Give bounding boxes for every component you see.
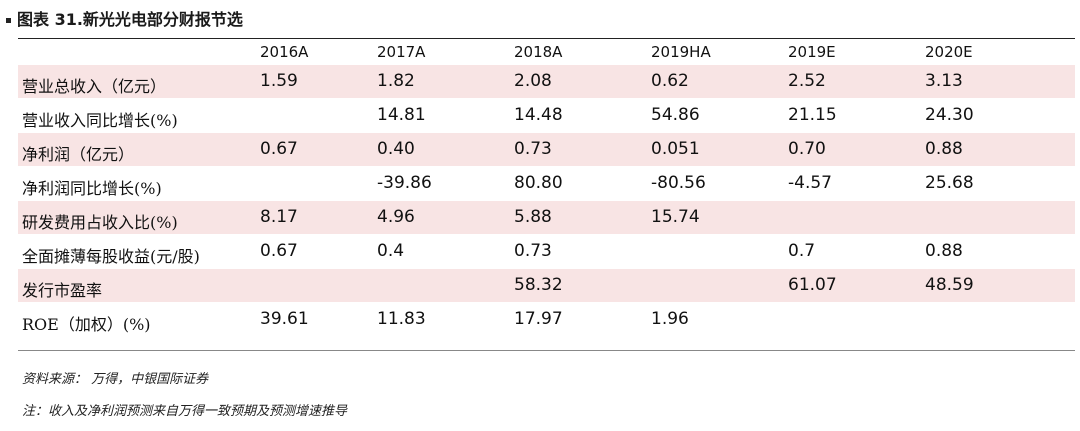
cell: 61.07	[788, 275, 837, 295]
cell: 0.88	[925, 241, 963, 261]
table-row: 发行市盈率 58.32 61.07 48.59	[18, 269, 1075, 302]
row-label: 营业收入同比增长(%)	[22, 111, 178, 130]
cell: 15.74	[651, 207, 700, 227]
column-header: 2019E	[788, 43, 836, 61]
cell: -39.86	[377, 173, 432, 193]
top-rule	[18, 38, 1075, 39]
cell: 80.80	[514, 173, 563, 193]
cell: 39.61	[260, 309, 309, 329]
row-label: 发行市盈率	[22, 281, 103, 300]
cell: 1.82	[377, 71, 415, 91]
cell: 8.17	[260, 207, 298, 227]
row-label: 净利润同比增长(%)	[22, 179, 162, 198]
cell: 0.73	[514, 139, 552, 159]
cell: 0.4	[377, 241, 405, 261]
cell: 14.81	[377, 105, 426, 125]
cell: 25.68	[925, 173, 974, 193]
cell: 0.40	[377, 139, 415, 159]
source: 资料来源： 万得，中银国际证券	[22, 372, 209, 387]
column-header: 2017A	[377, 43, 426, 61]
cell: 14.48	[514, 105, 563, 125]
row-label: 研发费用占收入比(%)	[22, 213, 178, 232]
cell: -80.56	[651, 173, 706, 193]
table-row: 净利润同比增长(%) -39.86 80.80 -80.56 -4.57 25.68	[18, 167, 1075, 200]
row-label: 净利润（亿元）	[22, 145, 135, 164]
cell: -4.57	[788, 173, 832, 193]
cell: 1.59	[260, 71, 298, 91]
cell: 58.32	[514, 275, 563, 295]
cell: 0.7	[788, 241, 816, 261]
table-row: ROE（加权）(%) 39.61 11.83 17.97 1.96	[18, 303, 1075, 336]
row-label: ROE（加权）(%)	[22, 315, 151, 334]
cell: 24.30	[925, 105, 974, 125]
bottom-rule	[18, 350, 1075, 351]
cell: 0.73	[514, 241, 552, 261]
table-row: 全面摊薄每股收益(元/股) 0.67 0.4 0.73 0.7 0.88	[18, 235, 1075, 268]
table-row: 研发费用占收入比(%) 8.17 4.96 5.88 15.74	[18, 201, 1075, 234]
cell: 21.15	[788, 105, 837, 125]
column-header: 2016A	[260, 43, 309, 61]
title: 图表 31.新光光电部分财报节选	[6, 6, 243, 30]
cell: 48.59	[925, 275, 974, 295]
cell: 0.62	[651, 71, 689, 91]
table-row: 净利润（亿元） 0.67 0.40 0.73 0.051 0.70 0.88	[18, 133, 1075, 166]
cell: 0.051	[651, 139, 700, 159]
cell: 11.83	[377, 309, 426, 329]
cell: 1.96	[651, 309, 689, 329]
cell: 54.86	[651, 105, 700, 125]
column-header: 2020E	[925, 43, 973, 61]
cell: 0.88	[925, 139, 963, 159]
cell: 2.08	[514, 71, 552, 91]
table-row: 营业总收入（亿元） 1.59 1.82 2.08 0.62 2.52 3.13	[18, 65, 1075, 98]
note: 注：收入及净利润预测来自万得一致预期及预测增速推导	[22, 404, 348, 419]
row-label: 全面摊薄每股收益(元/股)	[22, 247, 200, 266]
row-label: 营业总收入（亿元）	[22, 77, 167, 96]
cell: 2.52	[788, 71, 826, 91]
column-header: 2019HA	[651, 43, 711, 61]
cell: 3.13	[925, 71, 963, 91]
cell: 17.97	[514, 309, 563, 329]
column-header: 2018A	[514, 43, 563, 61]
cell: 4.96	[377, 207, 415, 227]
cell: 5.88	[514, 207, 552, 227]
cell: 0.70	[788, 139, 826, 159]
cell: 0.67	[260, 241, 298, 261]
cell: 0.67	[260, 139, 298, 159]
table-row: 营业收入同比增长(%) 14.81 14.48 54.86 21.15 24.30	[18, 99, 1075, 132]
